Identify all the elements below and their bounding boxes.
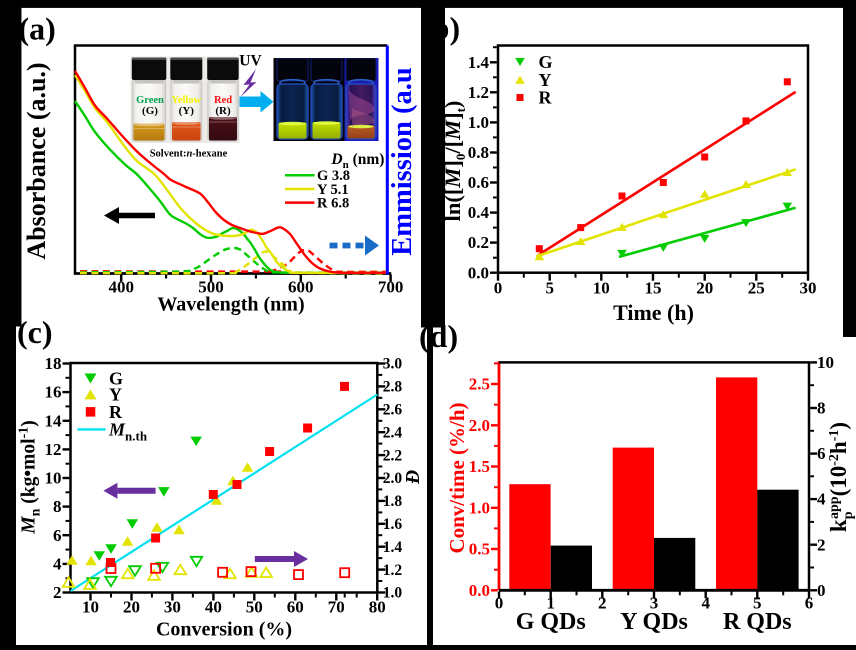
- svg-text:G 3.8: G 3.8: [317, 168, 350, 184]
- svg-text:1.0: 1.0: [469, 498, 490, 517]
- svg-text:0.8: 0.8: [468, 143, 489, 162]
- svg-text:1.5: 1.5: [469, 457, 490, 476]
- svg-text:4: 4: [701, 594, 710, 613]
- svg-text:6: 6: [53, 526, 62, 545]
- svg-text:Green: Green: [136, 95, 164, 106]
- svg-text:(R): (R): [215, 105, 231, 117]
- svg-text:2.0: 2.0: [383, 470, 403, 487]
- svg-text:(c): (c): [17, 314, 53, 350]
- svg-text:700: 700: [378, 278, 404, 297]
- svg-text:6: 6: [805, 594, 814, 613]
- svg-text:30: 30: [800, 279, 817, 298]
- svg-text:1.0: 1.0: [468, 113, 489, 132]
- svg-text:500: 500: [198, 278, 224, 297]
- svg-text:0.4: 0.4: [468, 203, 490, 222]
- svg-text:1.6: 1.6: [383, 516, 403, 533]
- svg-text:3.0: 3.0: [383, 356, 403, 373]
- svg-text:2.4: 2.4: [383, 424, 403, 441]
- svg-text:Y QDs: Y QDs: [620, 609, 688, 635]
- svg-text:Solvent:n-hexane: Solvent:n-hexane: [150, 149, 228, 160]
- svg-text:1.4: 1.4: [383, 539, 403, 556]
- svg-text:Mn (kg•mol-1): Mn (kg•mol-1): [17, 420, 44, 535]
- svg-text:Conversion (%): Conversion (%): [156, 619, 292, 641]
- svg-text:1: 1: [546, 594, 555, 613]
- svg-text:10: 10: [593, 279, 610, 298]
- svg-text:Emmission (a.u: Emmission (a.u: [387, 67, 418, 256]
- svg-text:16: 16: [45, 383, 62, 402]
- svg-text:2: 2: [53, 583, 62, 602]
- svg-text:1.8: 1.8: [383, 493, 403, 510]
- svg-text:70: 70: [328, 598, 345, 617]
- svg-text:Time (h): Time (h): [613, 300, 694, 325]
- svg-text:1.2: 1.2: [383, 562, 403, 579]
- svg-text:1.4: 1.4: [468, 53, 490, 72]
- svg-text:(G): (G): [142, 105, 158, 117]
- svg-text:2: 2: [817, 535, 826, 554]
- svg-text:2: 2: [598, 594, 607, 613]
- svg-text:1.0: 1.0: [383, 585, 403, 602]
- svg-text:25: 25: [748, 279, 765, 298]
- svg-text:10: 10: [817, 353, 834, 372]
- svg-text:0: 0: [817, 581, 826, 600]
- svg-text:(Y): (Y): [179, 105, 195, 117]
- svg-text:Wavelength (nm): Wavelength (nm): [157, 294, 304, 316]
- svg-text:20: 20: [696, 279, 713, 298]
- svg-text:5: 5: [753, 594, 762, 613]
- svg-text:G QDs: G QDs: [516, 609, 586, 635]
- svg-text:Đ: Đ: [403, 470, 424, 485]
- svg-text:Y 5.1: Y 5.1: [317, 182, 349, 198]
- svg-text:50: 50: [246, 598, 263, 617]
- svg-text:0: 0: [495, 594, 504, 613]
- svg-text:Y: Y: [109, 384, 122, 404]
- svg-text:R: R: [109, 402, 123, 422]
- svg-text:0.0: 0.0: [468, 263, 489, 282]
- svg-text:R: R: [539, 88, 553, 108]
- svg-text:8: 8: [817, 399, 826, 418]
- svg-text:Conv/time (%/h): Conv/time (%/h): [445, 402, 469, 553]
- svg-text:(a): (a): [19, 11, 56, 47]
- svg-text:R QDs: R QDs: [723, 609, 792, 635]
- svg-text:Dn (nm): Dn (nm): [330, 151, 384, 171]
- svg-text:G: G: [109, 369, 123, 389]
- svg-text:4: 4: [53, 555, 62, 574]
- svg-text:10: 10: [45, 469, 62, 488]
- svg-text:2.2: 2.2: [383, 447, 403, 464]
- svg-text:400: 400: [108, 278, 134, 297]
- svg-text:8: 8: [53, 497, 62, 516]
- svg-text:0: 0: [494, 279, 503, 298]
- svg-text:1.2: 1.2: [468, 83, 489, 102]
- svg-text:20: 20: [123, 598, 140, 617]
- svg-text:Absorbance (a.u.): Absorbance (a.u.): [22, 62, 51, 259]
- svg-text:0.5: 0.5: [469, 540, 490, 559]
- svg-text:2.8: 2.8: [383, 379, 403, 396]
- svg-text:4: 4: [817, 490, 826, 509]
- svg-text:30: 30: [164, 598, 181, 617]
- svg-text:15: 15: [645, 279, 662, 298]
- svg-text:Red: Red: [214, 95, 232, 106]
- svg-text:UV: UV: [239, 53, 262, 70]
- svg-text:R 6.8: R 6.8: [317, 195, 349, 211]
- svg-text:2.5: 2.5: [469, 375, 490, 394]
- svg-text:Yellow: Yellow: [171, 95, 201, 106]
- svg-text:80: 80: [369, 598, 386, 617]
- svg-text:5: 5: [545, 279, 554, 298]
- svg-text:Y: Y: [539, 70, 552, 90]
- svg-text:Mn.th: Mn.th: [108, 419, 148, 443]
- svg-text:3: 3: [650, 594, 659, 613]
- svg-text:0.0: 0.0: [469, 581, 490, 600]
- svg-text:40: 40: [205, 598, 222, 617]
- svg-text:0.6: 0.6: [468, 173, 489, 192]
- svg-text:12: 12: [45, 440, 62, 459]
- svg-text:6: 6: [817, 444, 826, 463]
- svg-text:18: 18: [45, 354, 62, 373]
- svg-text:2.6: 2.6: [383, 402, 403, 419]
- svg-text:14: 14: [45, 411, 63, 430]
- svg-text:0.2: 0.2: [468, 233, 489, 252]
- svg-text:2.0: 2.0: [469, 416, 490, 435]
- svg-text:10: 10: [82, 598, 99, 617]
- svg-text:600: 600: [288, 278, 314, 297]
- svg-text:G: G: [539, 52, 553, 72]
- svg-text:60: 60: [287, 598, 304, 617]
